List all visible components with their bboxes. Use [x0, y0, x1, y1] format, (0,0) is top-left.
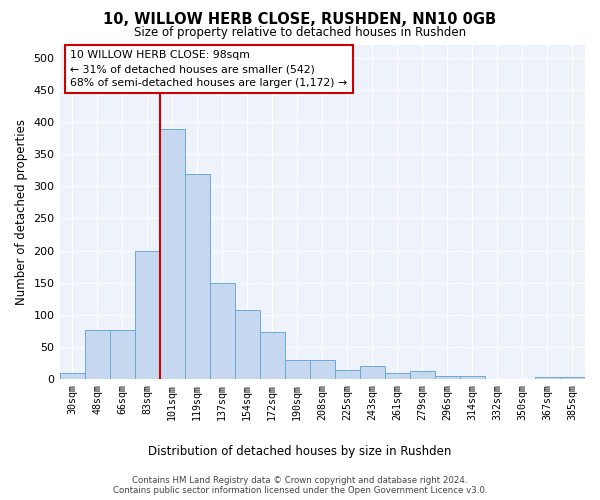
Bar [560, 376, 585, 379]
Bar [260, 332, 285, 379]
Bar [410, 372, 435, 379]
Bar [85, 330, 110, 379]
Text: 10, WILLOW HERB CLOSE, RUSHDEN, NN10 0GB: 10, WILLOW HERB CLOSE, RUSHDEN, NN10 0GB [103, 12, 497, 28]
Bar [285, 360, 310, 379]
Bar [209, 283, 235, 379]
Bar [385, 372, 410, 379]
Bar [160, 128, 185, 379]
Bar [59, 372, 85, 379]
Bar [360, 366, 385, 379]
Bar [134, 250, 160, 379]
Bar [335, 370, 360, 379]
Bar [185, 174, 209, 379]
Bar [110, 330, 134, 379]
Bar [235, 310, 260, 379]
Text: Distribution of detached houses by size in Rushden: Distribution of detached houses by size … [148, 444, 452, 458]
Y-axis label: Number of detached properties: Number of detached properties [15, 119, 28, 305]
Text: Contains HM Land Registry data © Crown copyright and database right 2024.
Contai: Contains HM Land Registry data © Crown c… [113, 476, 487, 495]
Bar [435, 376, 460, 379]
Bar [460, 376, 485, 379]
Bar [310, 360, 335, 379]
Bar [535, 377, 560, 379]
Text: 10 WILLOW HERB CLOSE: 98sqm
← 31% of detached houses are smaller (542)
68% of se: 10 WILLOW HERB CLOSE: 98sqm ← 31% of det… [70, 50, 347, 88]
Text: Size of property relative to detached houses in Rushden: Size of property relative to detached ho… [134, 26, 466, 39]
